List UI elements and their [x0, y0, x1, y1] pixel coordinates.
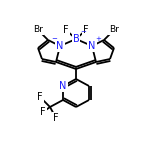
Text: −: −: [80, 29, 86, 35]
Text: −: −: [51, 36, 57, 42]
Text: Br: Br: [109, 26, 119, 35]
Text: F: F: [40, 107, 46, 117]
Text: Br: Br: [33, 26, 43, 35]
Text: F: F: [63, 25, 69, 35]
Text: F: F: [83, 25, 89, 35]
Text: N: N: [59, 81, 67, 91]
Text: +: +: [95, 36, 101, 42]
Text: F: F: [53, 113, 59, 123]
Text: B: B: [73, 34, 79, 44]
Text: N: N: [88, 41, 96, 51]
Text: F: F: [37, 92, 43, 102]
Text: N: N: [56, 41, 64, 51]
